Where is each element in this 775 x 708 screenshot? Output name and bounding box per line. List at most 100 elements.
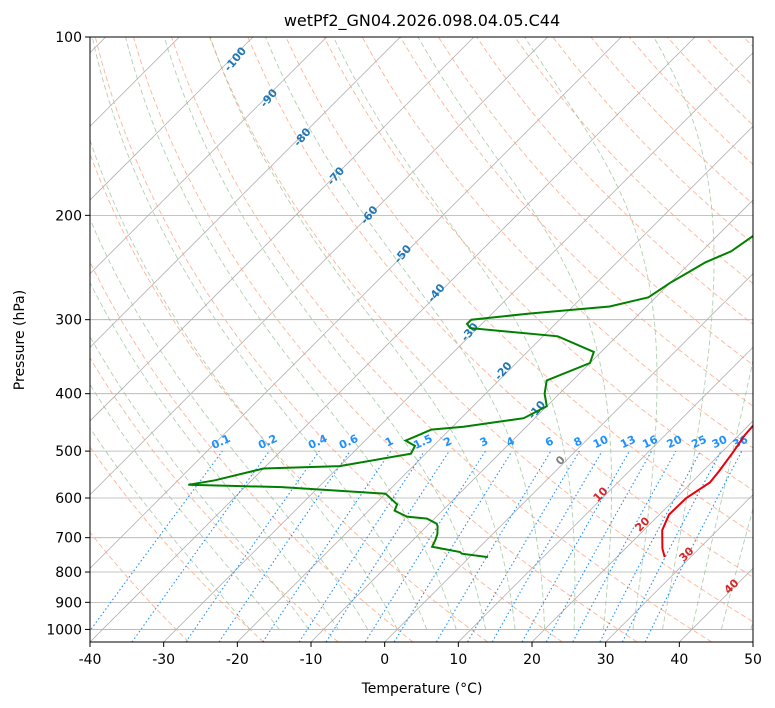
mixing-ratio-label: 20 [665,433,685,451]
dry-adiabat-label: -10 [525,398,548,422]
mixing-ratio-line [467,450,580,642]
x-tick-label: -40 [79,652,102,668]
isotherm-line [458,346,753,642]
moist-adiabat-label: 40 [722,576,742,596]
moist-adiabat-line [163,37,487,630]
dry-adiabat-line [209,37,753,623]
moist-adiabat-line [691,358,753,630]
moist-adiabat-line [265,37,546,630]
dry-adiabat-line [323,37,753,491]
y-axis: 100 200 300 400 500 600 700 800 900 1000 [46,30,90,638]
isotherm-line [605,494,753,642]
moist-adiabat-line [91,37,428,630]
y-tick-label: 700 [55,531,82,547]
isotherm-line [90,37,548,496]
dry-adiabat-label: -80 [291,125,314,149]
moist-adiabat-line [125,37,457,630]
dry-adiabat-line [132,37,638,642]
dry-adiabat-line [285,37,753,535]
isotherm-line [90,37,622,569]
isotherm-line [237,125,753,642]
y-tick-label: 500 [55,444,82,460]
dry-adiabat-line [90,356,339,642]
plot-frame [89,36,754,643]
moist-adiabat-line [417,37,612,630]
dry-adiabat-line [399,37,753,407]
x-tick-label: -10 [300,652,323,668]
x-tick-label: 10 [449,652,467,668]
isotherm-line [90,37,327,275]
mixing-ratio-label: 1.5 [411,432,434,452]
y-tick-label: 800 [55,565,82,581]
x-tick-label: 0 [380,652,389,668]
moist-adiabat-label: 10 [591,484,611,504]
dry-adiabat-line [90,261,414,642]
mixing-ratio-lines [90,450,743,642]
mixing-ratio-label: 0.4 [306,432,329,452]
dry-adiabat-label: -100 [221,44,249,74]
dry-adiabat-label: -40 [425,281,448,305]
dry-adiabat-line [514,37,753,285]
dry-adiabat-label: -20 [492,359,515,383]
isotherm-line [384,273,753,642]
y-tick-label: 400 [55,387,82,403]
dry-adiabat-line [94,37,563,642]
mixing-ratio-line [218,450,351,642]
dry-adiabat-line [438,37,753,366]
dry-adiabat-line [476,37,753,325]
y-tick-label: 900 [55,595,82,611]
isotherm-line [90,37,696,642]
chart-title: wetPf2_GN04.2026.098.04.05.C44 [284,11,560,31]
x-tick-label: 40 [670,652,688,668]
mixing-ratio-line [545,450,653,642]
moist-adiabat-line [524,37,658,630]
moist-adiabat-line [90,427,251,630]
dry-adiabat-label: -50 [391,242,414,266]
dry-adiabat-line [90,152,488,642]
moist-adiabat-line [209,37,516,630]
dry-adiabat-label: -30 [458,320,481,344]
isotherm-line [90,37,254,201]
mixing-ratio-line [393,450,513,642]
mixing-ratio-label: 13 [618,433,637,451]
mixing-ratio-line [90,450,223,632]
mixing-ratio-line [185,450,320,642]
mixing-ratio-label: 1 [383,434,395,449]
dry-adiabat-line [704,37,753,87]
x-tick-label: 20 [523,652,541,668]
mixing-ratio-label: 6 [543,434,556,449]
moist-adiabat-line [90,335,310,630]
moist-adiabat-line [750,619,753,630]
y-axis-label: Pressure (hPa) [12,290,28,390]
dry-adiabat-label: -90 [257,86,280,110]
moist-adiabat-line [90,281,339,630]
moist-adiabat-line [653,37,715,630]
y-tick-label: 200 [55,208,82,224]
y-tick-label: 1000 [46,622,82,638]
x-axis: -40 -30 -20 -10 0 10 20 30 40 50 [79,642,762,668]
mixing-ratio-line [131,450,270,642]
moist-adiabat-line [332,37,576,630]
mixing-ratio-line [298,450,425,642]
isotherm-line [90,37,401,348]
dry-adiabat-line [90,446,264,642]
x-tick-label: 50 [744,652,762,668]
isotherm-line [531,420,753,642]
y-tick-label: 100 [55,30,82,46]
mixing-ratio-label: 2 [442,434,454,449]
profile-lines [188,234,753,559]
grid-lines [90,37,753,642]
mixing-ratio-label: 10 [591,433,611,451]
mixing-ratio-label: 16 [640,433,660,451]
isotherm-line [310,199,753,642]
x-tick-label: -20 [226,652,249,668]
dry-adiabat-line [361,37,753,449]
mixing-ratio-line [621,450,722,642]
mixing-ratio-line [435,450,552,642]
dry-adiabat-line [171,37,712,642]
mixing-ratio-label: 8 [572,434,584,449]
dry-adiabat-line [743,37,753,48]
y-tick-label: 300 [55,313,82,329]
moist-adiabat-label: 20 [633,514,653,534]
